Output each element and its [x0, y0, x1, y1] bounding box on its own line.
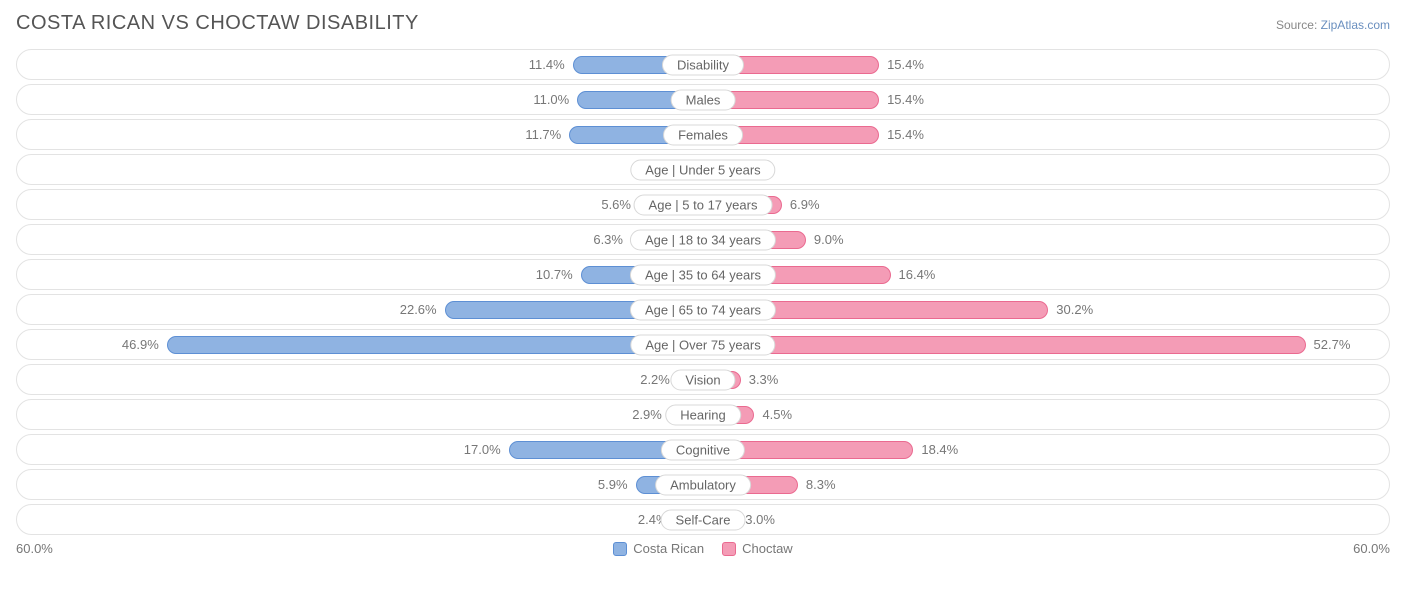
right-value-label: 8.3%	[798, 477, 844, 492]
chart-row: 11.0% 15.4% Males	[16, 84, 1390, 115]
category-label: Cognitive	[661, 439, 745, 460]
diverging-bar-chart: 11.4% 15.4% Disability 11.0% 15.4% Males 11.7%…	[16, 49, 1390, 535]
right-half: 4.5%	[703, 400, 1389, 429]
chart-row: 5.9% 8.3% Ambulatory	[16, 469, 1390, 500]
right-value-label: 4.5%	[754, 407, 800, 422]
axis-max-right: 60.0%	[1353, 541, 1390, 556]
legend-label: Choctaw	[742, 541, 793, 556]
chart-row: 46.9% 52.7% Age | Over 75 years	[16, 329, 1390, 360]
right-value-label: 15.4%	[879, 92, 932, 107]
category-label: Age | 5 to 17 years	[634, 194, 773, 215]
legend: Costa Rican Choctaw	[613, 541, 792, 556]
left-value-label: 11.7%	[517, 127, 569, 142]
chart-row: 5.6% 6.9% Age | 5 to 17 years	[16, 189, 1390, 220]
right-half: 8.3%	[703, 470, 1389, 499]
right-value-label: 18.4%	[913, 442, 966, 457]
category-label: Age | 35 to 64 years	[630, 264, 776, 285]
left-half: 46.9%	[17, 330, 703, 359]
right-half: 1.9%	[703, 155, 1389, 184]
left-half: 1.4%	[17, 155, 703, 184]
right-half: 9.0%	[703, 225, 1389, 254]
left-half: 11.7%	[17, 120, 703, 149]
right-half: 6.9%	[703, 190, 1389, 219]
chart-row: 2.2% 3.3% Vision	[16, 364, 1390, 395]
legend-item-choctaw: Choctaw	[722, 541, 793, 556]
right-half: 30.2%	[703, 295, 1389, 324]
left-value-label: 5.6%	[593, 197, 639, 212]
left-half: 2.9%	[17, 400, 703, 429]
left-value-label: 17.0%	[456, 442, 509, 457]
legend-swatch-icon	[722, 542, 736, 556]
chart-row: 10.7% 16.4% Age | 35 to 64 years	[16, 259, 1390, 290]
chart-row: 6.3% 9.0% Age | 18 to 34 years	[16, 224, 1390, 255]
right-half: 15.4%	[703, 50, 1389, 79]
left-value-label: 6.3%	[585, 232, 631, 247]
right-value-label: 52.7%	[1306, 337, 1359, 352]
chart-row: 1.4%1.9%Age | Under 5 years	[16, 154, 1390, 185]
left-half: 10.7%	[17, 260, 703, 289]
left-half: 22.6%	[17, 295, 703, 324]
source-link[interactable]: ZipAtlas.com	[1321, 18, 1390, 32]
chart-row: 2.9% 4.5% Hearing	[16, 399, 1390, 430]
chart-row: 11.4% 15.4% Disability	[16, 49, 1390, 80]
legend-item-costa-rican: Costa Rican	[613, 541, 704, 556]
left-value-label: 11.0%	[525, 92, 577, 107]
left-half: 17.0%	[17, 435, 703, 464]
category-label: Disability	[662, 54, 744, 75]
chart-title: COSTA RICAN VS CHOCTAW DISABILITY	[16, 12, 419, 35]
category-label: Hearing	[665, 404, 741, 425]
right-half: 18.4%	[703, 435, 1389, 464]
left-half: 11.0%	[17, 85, 703, 114]
chart-row: 11.7% 15.4% Females	[16, 119, 1390, 150]
chart-footer: 60.0% Costa Rican Choctaw 60.0%	[16, 541, 1390, 556]
right-half: 3.3%	[703, 365, 1389, 394]
right-value-label: 9.0%	[806, 232, 852, 247]
left-value-label: 10.7%	[528, 267, 581, 282]
right-half: 52.7%	[703, 330, 1389, 359]
category-label: Age | 18 to 34 years	[630, 229, 776, 250]
right-value-label: 15.4%	[879, 127, 932, 142]
axis-max-left: 60.0%	[16, 541, 53, 556]
left-value-label: 46.9%	[114, 337, 167, 352]
legend-label: Costa Rican	[633, 541, 704, 556]
right-value-label: 3.3%	[741, 372, 787, 387]
left-half: 5.9%	[17, 470, 703, 499]
left-half: 2.4%	[17, 505, 703, 534]
left-value-label: 22.6%	[392, 302, 445, 317]
right-bar	[703, 336, 1306, 354]
right-half: 3.0%	[703, 505, 1389, 534]
right-half: 15.4%	[703, 120, 1389, 149]
left-bar	[167, 336, 703, 354]
left-half: 5.6%	[17, 190, 703, 219]
right-half: 16.4%	[703, 260, 1389, 289]
left-half: 11.4%	[17, 50, 703, 79]
left-value-label: 11.4%	[521, 57, 573, 72]
category-label: Age | Under 5 years	[630, 159, 775, 180]
chart-row: 22.6% 30.2% Age | 65 to 74 years	[16, 294, 1390, 325]
left-half: 2.2%	[17, 365, 703, 394]
category-label: Age | 65 to 74 years	[630, 299, 776, 320]
left-value-label: 5.9%	[590, 477, 636, 492]
right-value-label: 15.4%	[879, 57, 932, 72]
category-label: Vision	[670, 369, 735, 390]
right-half: 15.4%	[703, 85, 1389, 114]
source-prefix: Source:	[1276, 18, 1321, 32]
chart-row: 17.0% 18.4% Cognitive	[16, 434, 1390, 465]
left-value-label: 2.9%	[624, 407, 670, 422]
legend-swatch-icon	[613, 542, 627, 556]
category-label: Males	[671, 89, 736, 110]
chart-row: 2.4%3.0%Self-Care	[16, 504, 1390, 535]
category-label: Ambulatory	[655, 474, 751, 495]
left-half: 6.3%	[17, 225, 703, 254]
right-value-label: 30.2%	[1048, 302, 1101, 317]
category-label: Self-Care	[661, 509, 746, 530]
category-label: Age | Over 75 years	[630, 334, 775, 355]
source-attribution: Source: ZipAtlas.com	[1276, 18, 1390, 32]
header: COSTA RICAN VS CHOCTAW DISABILITY Source…	[16, 12, 1390, 35]
category-label: Females	[663, 124, 743, 145]
right-value-label: 6.9%	[782, 197, 828, 212]
right-value-label: 16.4%	[891, 267, 944, 282]
